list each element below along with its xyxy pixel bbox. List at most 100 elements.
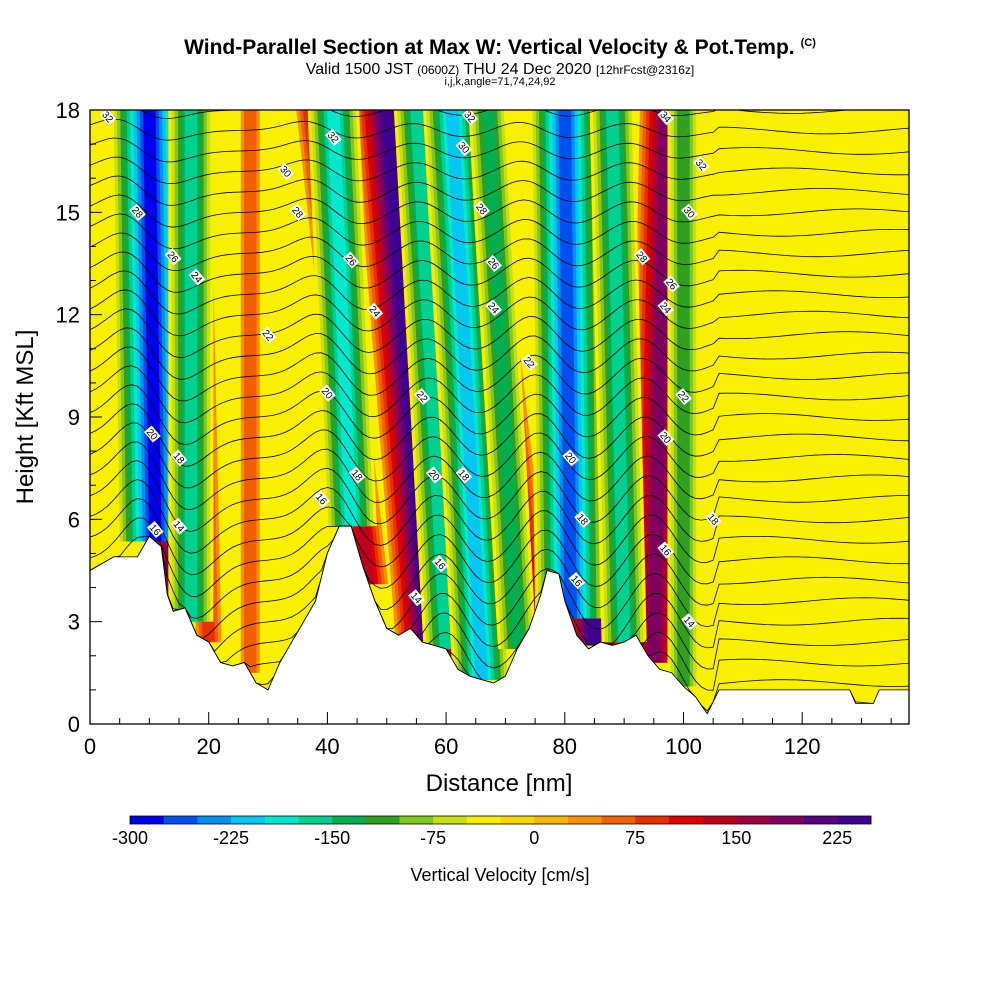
- isentrope-line: [90, 422, 909, 489]
- theta-label-box: [146, 521, 164, 539]
- colorbar-swatch: [500, 816, 535, 824]
- isentrope-line: [90, 365, 909, 424]
- colorbar-tick-label: 225: [822, 828, 852, 848]
- downdraft-band: [168, 110, 214, 622]
- theta-label-box: [704, 510, 722, 528]
- theta-label-box: [657, 541, 675, 559]
- downdraft-band-level: [410, 110, 453, 649]
- colorbar-label: Vertical Velocity [cm/s]: [410, 865, 589, 885]
- colorbar-tick-label: -150: [314, 828, 350, 848]
- theta-label-box: [568, 572, 586, 590]
- downdraft-band-level: [184, 110, 198, 622]
- x-tick-label: 100: [665, 734, 702, 759]
- theta-label-box: [313, 490, 330, 508]
- colorbar-swatch: [264, 816, 299, 824]
- colorbar-swatch: [365, 816, 400, 824]
- isentrope-line: [90, 346, 909, 402]
- y-axis: 0 3 6 9 12 15 18: [56, 98, 102, 737]
- theta-label-box: [324, 128, 342, 146]
- isentrope-line: [90, 384, 909, 446]
- theta-label-box: [366, 302, 384, 320]
- colorbar-swatch: [837, 816, 872, 824]
- theta-label-box: [473, 200, 491, 218]
- isentrope-line: [90, 327, 909, 380]
- theta-label-box: [431, 555, 449, 573]
- colorbar-tick-label: 75: [625, 828, 645, 848]
- colorbar-swatch: [668, 816, 703, 824]
- grid-parameters: i,j,k,angle=71,74,24,92: [444, 76, 556, 88]
- colorbar-swatch: [769, 816, 804, 824]
- colorbar-swatch: [466, 816, 501, 824]
- colorbar-swatch: [130, 816, 164, 824]
- isentrope-line: [90, 498, 909, 576]
- x-tick-label: 120: [784, 734, 821, 759]
- isentrope-line: [90, 525, 909, 619]
- colorbar-tick-label: -300: [112, 828, 148, 848]
- isentrope-line: [90, 403, 909, 467]
- colorbar-swatch: [702, 816, 737, 824]
- colorbar-swatch: [163, 816, 198, 824]
- colorbar-swatch: [803, 816, 838, 824]
- theta-label-box: [259, 326, 277, 344]
- theta-label-box: [675, 387, 692, 406]
- y-tick-label: 9: [68, 405, 80, 430]
- theta-label-box: [188, 268, 206, 286]
- isentrope-line: [90, 270, 909, 315]
- x-axis: 0 20 40 60 80 100 120: [84, 712, 892, 759]
- isentrope-line: [90, 156, 909, 185]
- theta-label-box: [342, 251, 360, 269]
- colorbar-swatch: [197, 816, 232, 824]
- downdraft-band: [468, 110, 537, 649]
- isentrope-line: [90, 251, 909, 293]
- isentrope-line: [90, 525, 909, 670]
- theta-label-box: [657, 110, 675, 126]
- x-tick-label: 20: [196, 734, 220, 759]
- isentrope-line: [90, 232, 909, 272]
- updraft-band: [240, 110, 260, 673]
- theta-label-box: [289, 203, 307, 221]
- theta-label-box: [663, 275, 680, 293]
- theta-label-box: [633, 248, 651, 266]
- y-tick-label: 0: [68, 712, 80, 737]
- downdraft-band: [307, 110, 377, 527]
- theta-label-box: [455, 138, 473, 157]
- colorbar-swatch: [298, 816, 333, 824]
- chart-subtitle: Valid 1500 JST (0600Z) THU 24 Dec 2020 […: [305, 61, 695, 78]
- theta-label-box: [413, 387, 431, 406]
- downdraft-band-level: [481, 110, 524, 649]
- isentrope-line: [90, 308, 909, 359]
- theta-label-box: [170, 517, 188, 535]
- colorbar-tick-label: 0: [529, 828, 539, 848]
- theta-label-box: [461, 110, 479, 126]
- x-tick-label: 0: [84, 734, 96, 759]
- theta-label-box: [657, 299, 675, 317]
- colorbar-swatch: [231, 816, 266, 824]
- y-tick-label: 6: [68, 507, 80, 532]
- colorbar-swatch: [567, 816, 602, 824]
- updraft-band-level: [244, 110, 257, 673]
- theta-label-box: [408, 589, 425, 607]
- downdraft-band-level: [558, 110, 577, 619]
- theta-label-box: [129, 203, 146, 221]
- downdraft-band-level: [606, 110, 631, 643]
- theta-label-box: [681, 203, 698, 221]
- colorbar-swatch: [332, 816, 367, 824]
- y-tick-label: 12: [56, 303, 80, 328]
- downdraft-band: [529, 110, 607, 619]
- theta-label-box: [657, 428, 675, 447]
- theta-label-box: [520, 353, 538, 371]
- theta-label-box: [277, 162, 295, 180]
- colorbar-swatch: [635, 816, 670, 824]
- y-tick-label: 3: [68, 610, 80, 635]
- x-tick-label: 80: [553, 734, 577, 759]
- isentrope-line: [90, 460, 909, 533]
- updraft-band-level: [647, 110, 672, 663]
- theta-label-box: [425, 466, 443, 484]
- isentrope-line: [90, 479, 909, 554]
- theta-label-box: [99, 110, 117, 126]
- colorbar-swatch: [399, 816, 434, 824]
- isentrope-line: [90, 525, 909, 652]
- theta-label-box: [348, 466, 366, 484]
